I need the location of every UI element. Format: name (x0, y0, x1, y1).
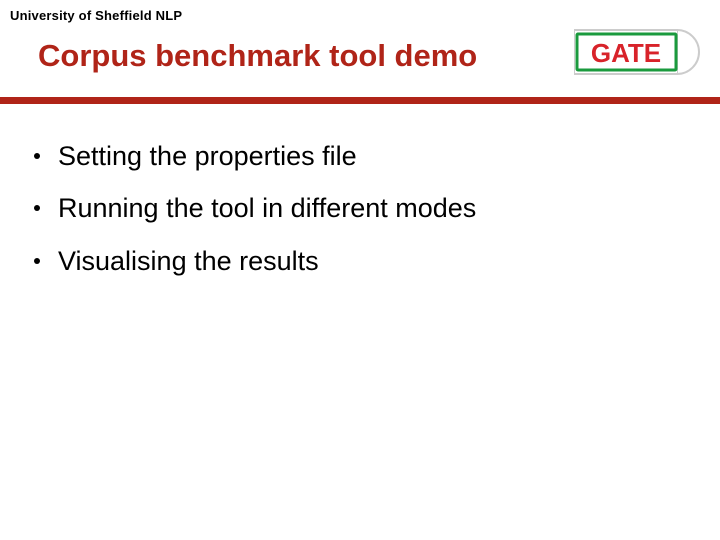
bullet-item: Setting the properties file (34, 138, 680, 174)
bullet-text: Running the tool in different modes (58, 190, 680, 226)
bullet-marker (34, 153, 40, 159)
bullet-marker (34, 205, 40, 211)
bullet-marker (34, 258, 40, 264)
body-content: Setting the properties file Running the … (34, 138, 680, 295)
gate-logo: GATE (574, 26, 702, 78)
bullet-text: Visualising the results (58, 243, 680, 279)
slide: University of Sheffield NLP Corpus bench… (0, 0, 720, 540)
bullet-text: Setting the properties file (58, 138, 680, 174)
bullet-item: Running the tool in different modes (34, 190, 680, 226)
slide-title: Corpus benchmark tool demo (38, 38, 477, 74)
logo-text: GATE (591, 38, 661, 68)
affiliation-text: University of Sheffield NLP (10, 8, 182, 23)
header-divider (0, 97, 720, 104)
bullet-item: Visualising the results (34, 243, 680, 279)
